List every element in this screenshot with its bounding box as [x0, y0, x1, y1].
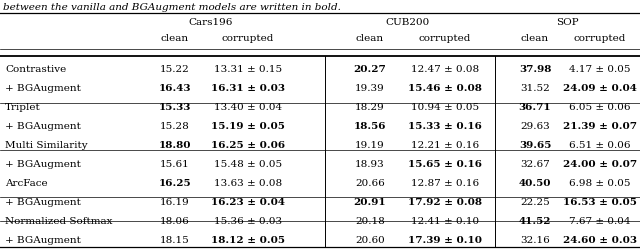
Text: 15.28: 15.28 [160, 122, 190, 130]
Text: 15.61: 15.61 [160, 159, 190, 168]
Text: 18.93: 18.93 [355, 159, 385, 168]
Text: 17.39 ± 0.10: 17.39 ± 0.10 [408, 235, 482, 244]
Text: 15.22: 15.22 [160, 65, 190, 74]
Text: 16.23 ± 0.04: 16.23 ± 0.04 [211, 197, 285, 206]
Text: 39.65: 39.65 [519, 140, 551, 149]
Text: 24.00 ± 0.07: 24.00 ± 0.07 [563, 159, 637, 168]
Text: corrupted: corrupted [574, 34, 626, 43]
Text: + BGAugment: + BGAugment [5, 84, 81, 93]
Text: + BGAugment: + BGAugment [5, 235, 81, 244]
Text: 24.09 ± 0.04: 24.09 ± 0.04 [563, 84, 637, 93]
Text: 17.92 ± 0.08: 17.92 ± 0.08 [408, 197, 482, 206]
Text: 6.98 ± 0.05: 6.98 ± 0.05 [569, 178, 631, 187]
Text: 24.60 ± 0.03: 24.60 ± 0.03 [563, 235, 637, 244]
Text: 19.19: 19.19 [355, 140, 385, 149]
Text: Cars196: Cars196 [189, 18, 233, 27]
Text: 18.06: 18.06 [160, 216, 190, 225]
Text: + BGAugment: + BGAugment [5, 122, 81, 130]
Text: 32.67: 32.67 [520, 159, 550, 168]
Text: 20.18: 20.18 [355, 216, 385, 225]
Text: 20.66: 20.66 [355, 178, 385, 187]
Text: 13.40 ± 0.04: 13.40 ± 0.04 [214, 102, 282, 112]
Text: + BGAugment: + BGAugment [5, 197, 81, 206]
Text: 13.31 ± 0.15: 13.31 ± 0.15 [214, 65, 282, 74]
Text: 20.27: 20.27 [354, 65, 387, 74]
Text: 16.25 ± 0.06: 16.25 ± 0.06 [211, 140, 285, 149]
Text: 7.67 ± 0.04: 7.67 ± 0.04 [569, 216, 631, 225]
Text: 15.33: 15.33 [159, 102, 191, 112]
Text: corrupted: corrupted [222, 34, 274, 43]
Text: 31.52: 31.52 [520, 84, 550, 93]
Text: 12.41 ± 0.10: 12.41 ± 0.10 [411, 216, 479, 225]
Text: 21.39 ± 0.07: 21.39 ± 0.07 [563, 122, 637, 130]
Text: Multi Similarity: Multi Similarity [5, 140, 88, 149]
Text: SOP: SOP [556, 18, 579, 27]
Text: 15.33 ± 0.16: 15.33 ± 0.16 [408, 122, 482, 130]
Text: 10.94 ± 0.05: 10.94 ± 0.05 [411, 102, 479, 112]
Text: + BGAugment: + BGAugment [5, 159, 81, 168]
Text: 15.46 ± 0.08: 15.46 ± 0.08 [408, 84, 482, 93]
Text: clean: clean [521, 34, 549, 43]
Text: corrupted: corrupted [419, 34, 471, 43]
Text: CUB200: CUB200 [385, 18, 429, 27]
Text: 18.15: 18.15 [160, 235, 190, 244]
Text: 41.52: 41.52 [519, 216, 551, 225]
Text: 19.39: 19.39 [355, 84, 385, 93]
Text: 12.47 ± 0.08: 12.47 ± 0.08 [411, 65, 479, 74]
Text: 18.29: 18.29 [355, 102, 385, 112]
Text: 12.21 ± 0.16: 12.21 ± 0.16 [411, 140, 479, 149]
Text: 36.71: 36.71 [518, 102, 551, 112]
Text: 6.05 ± 0.06: 6.05 ± 0.06 [569, 102, 631, 112]
Text: Triplet: Triplet [5, 102, 41, 112]
Text: clean: clean [161, 34, 189, 43]
Text: 6.51 ± 0.06: 6.51 ± 0.06 [569, 140, 631, 149]
Text: 15.65 ± 0.16: 15.65 ± 0.16 [408, 159, 482, 168]
Text: ArcFace: ArcFace [5, 178, 47, 187]
Text: 13.63 ± 0.08: 13.63 ± 0.08 [214, 178, 282, 187]
Text: 15.48 ± 0.05: 15.48 ± 0.05 [214, 159, 282, 168]
Text: 16.53 ± 0.05: 16.53 ± 0.05 [563, 197, 637, 206]
Text: 29.63: 29.63 [520, 122, 550, 130]
Text: 4.17 ± 0.05: 4.17 ± 0.05 [569, 65, 631, 74]
Text: 32.16: 32.16 [520, 235, 550, 244]
Text: 18.12 ± 0.05: 18.12 ± 0.05 [211, 235, 285, 244]
Text: 20.91: 20.91 [354, 197, 387, 206]
Text: 16.19: 16.19 [160, 197, 190, 206]
Text: 15.36 ± 0.03: 15.36 ± 0.03 [214, 216, 282, 225]
Text: 16.31 ± 0.03: 16.31 ± 0.03 [211, 84, 285, 93]
Text: 18.56: 18.56 [354, 122, 387, 130]
Text: 22.25: 22.25 [520, 197, 550, 206]
Text: Contrastive: Contrastive [5, 65, 67, 74]
Text: 37.98: 37.98 [519, 65, 551, 74]
Text: 20.60: 20.60 [355, 235, 385, 244]
Text: 12.87 ± 0.16: 12.87 ± 0.16 [411, 178, 479, 187]
Text: 18.80: 18.80 [159, 140, 191, 149]
Text: Normalized Softmax: Normalized Softmax [5, 216, 113, 225]
Text: between the vanilla and BGAugment models are written in bold.: between the vanilla and BGAugment models… [3, 3, 341, 12]
Text: 40.50: 40.50 [519, 178, 551, 187]
Text: 16.43: 16.43 [159, 84, 191, 93]
Text: clean: clean [356, 34, 384, 43]
Text: 15.19 ± 0.05: 15.19 ± 0.05 [211, 122, 285, 130]
Text: 16.25: 16.25 [159, 178, 191, 187]
